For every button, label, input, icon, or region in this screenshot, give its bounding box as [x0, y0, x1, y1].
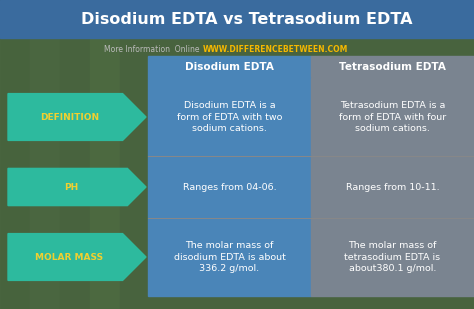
- Bar: [90, 0, 120, 309]
- Text: The molar mass of
disodium EDTA is about
336.2 g/mol.: The molar mass of disodium EDTA is about…: [173, 241, 285, 273]
- Text: Ranges from 04-06.: Ranges from 04-06.: [182, 183, 276, 192]
- Bar: [148, 156, 311, 218]
- Bar: [0, 0, 474, 38]
- Polygon shape: [8, 94, 146, 140]
- Bar: [311, 56, 474, 78]
- Bar: [311, 218, 474, 296]
- Text: Tetrasodium EDTA is a
form of EDTA with four
sodium cations.: Tetrasodium EDTA is a form of EDTA with …: [339, 101, 446, 133]
- Bar: [120, 0, 150, 309]
- Bar: [148, 78, 311, 156]
- Text: More Information  Online: More Information Online: [104, 44, 200, 53]
- Polygon shape: [8, 168, 146, 205]
- Bar: [30, 0, 60, 309]
- Text: Disodium EDTA: Disodium EDTA: [185, 62, 274, 72]
- Bar: [148, 56, 311, 78]
- Bar: [0, 0, 30, 309]
- Text: The molar mass of
tetrasodium EDTA is
about380.1 g/mol.: The molar mass of tetrasodium EDTA is ab…: [345, 241, 440, 273]
- Text: Disodium EDTA vs Tetrasodium EDTA: Disodium EDTA vs Tetrasodium EDTA: [81, 12, 413, 28]
- Text: PH: PH: [64, 183, 78, 192]
- Text: MOLAR MASS: MOLAR MASS: [35, 252, 103, 261]
- Text: DEFINITION: DEFINITION: [40, 112, 99, 121]
- Bar: [60, 0, 90, 309]
- Text: Ranges from 10-11.: Ranges from 10-11.: [346, 183, 439, 192]
- Bar: [311, 156, 474, 218]
- Bar: [311, 78, 474, 156]
- Text: WWW.DIFFERENCEBETWEEN.COM: WWW.DIFFERENCEBETWEEN.COM: [203, 44, 348, 53]
- Text: Disodium EDTA is a
form of EDTA with two
sodium cations.: Disodium EDTA is a form of EDTA with two…: [177, 101, 282, 133]
- Bar: [148, 218, 311, 296]
- Polygon shape: [8, 234, 146, 280]
- Text: Tetrasodium EDTA: Tetrasodium EDTA: [339, 62, 446, 72]
